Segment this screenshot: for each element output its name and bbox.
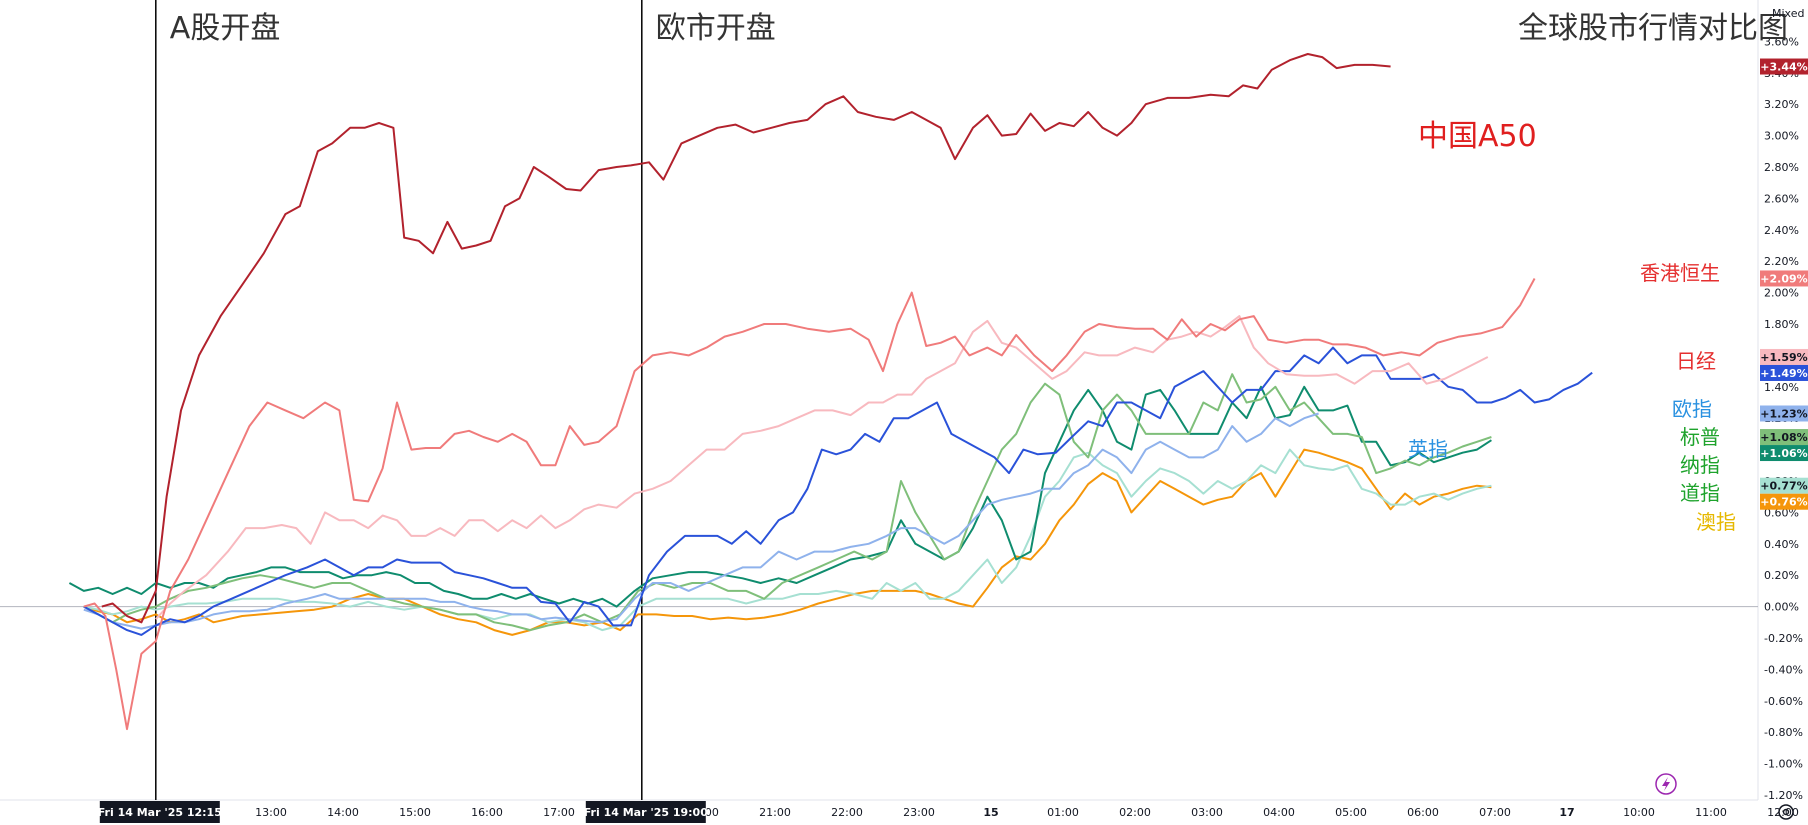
time-label-box	[99, 801, 220, 823]
y-tick-label: -1.00%	[1764, 758, 1803, 771]
y-tick-label: 0.00%	[1764, 601, 1799, 614]
y-tick-label: 0.20%	[1764, 569, 1799, 582]
x-tick-label: 04:00	[1263, 806, 1295, 819]
end-value-box	[1760, 429, 1808, 446]
x-tick-label: 07:00	[1479, 806, 1511, 819]
x-tick-label: 15:00	[399, 806, 431, 819]
time-label-text: Fri 14 Mar '25 12:15	[98, 806, 222, 819]
y-tick-label: -1.20%	[1764, 789, 1803, 802]
y-tick-label: -0.80%	[1764, 726, 1803, 739]
chart-title: 全球股市行情对比图	[1518, 11, 1788, 46]
end-value-label: +1.06%	[1760, 447, 1807, 460]
y-tick-label: -0.60%	[1764, 695, 1803, 708]
session-marker-label: A股开盘	[170, 11, 281, 46]
x-tick-label: 06:00	[1407, 806, 1439, 819]
y-tick-label: 3.20%	[1764, 98, 1799, 111]
x-tick-label: 16:00	[471, 806, 503, 819]
y-tick-label: -0.40%	[1764, 663, 1803, 676]
ftse-label: 英指	[1408, 437, 1448, 461]
series-line	[83, 448, 1492, 632]
y-tick-label: 1.40%	[1764, 381, 1799, 394]
y-tick-label: 2.80%	[1764, 161, 1799, 174]
x-tick-label: 21:00	[759, 806, 791, 819]
scale-mode-label[interactable]: Mixed	[1772, 7, 1804, 20]
series-line	[83, 448, 1492, 636]
nikkei-label: 日经	[1676, 349, 1716, 373]
x-tick-label: 05:00	[1335, 806, 1367, 819]
x-tick-label: 22:00	[831, 806, 863, 819]
x-tick-label: 10:00	[1623, 806, 1655, 819]
series-lines	[68, 53, 1593, 731]
end-value-box	[1760, 58, 1808, 75]
series-line	[83, 346, 1593, 636]
end-value-box	[1760, 445, 1808, 462]
end-value-label: +1.59%	[1760, 351, 1807, 364]
end-value-box	[1760, 364, 1808, 381]
settings-gear-icon[interactable]	[1778, 804, 1794, 820]
y-tick-label: 2.60%	[1764, 192, 1799, 205]
x-tick-label: 02:00	[1119, 806, 1151, 819]
x-tick-label: 14:00	[327, 806, 359, 819]
series-line	[83, 373, 1492, 632]
session-markers: A股开盘 Fri 14 Mar '25 12:15 欧市开盘 Fri 14 Mar '…	[98, 0, 776, 823]
nasdaq-label: 纳指	[1680, 453, 1720, 477]
end-value-label: +1.08%	[1760, 431, 1807, 444]
asx-label: 澳指	[1696, 510, 1736, 534]
x-tick-label: 11:00	[1695, 806, 1727, 819]
end-value-box	[1760, 270, 1808, 287]
time-label-box	[585, 801, 706, 823]
y-tick-label: 2.40%	[1764, 224, 1799, 237]
time-axis[interactable]: 13:0014:0015:0016:0017:0018:0020:0021:00…	[255, 806, 1808, 819]
series-line	[83, 278, 1536, 731]
y-tick-label: 3.00%	[1764, 130, 1799, 143]
session-marker-label: 欧市开盘	[656, 11, 776, 46]
x-tick-label: 17	[1559, 806, 1574, 819]
end-value-label: +0.77%	[1760, 480, 1807, 493]
x-tick-label: 17:00	[543, 806, 575, 819]
dow-label: 道指	[1680, 481, 1720, 505]
y-tick-label: 2.00%	[1764, 287, 1799, 300]
x-tick-label: 03:00	[1191, 806, 1223, 819]
x-tick-label: 13:00	[255, 806, 287, 819]
sp-label: 标普	[1680, 425, 1720, 449]
x-tick-label: 01:00	[1047, 806, 1079, 819]
y-tick-label: -0.20%	[1764, 632, 1803, 645]
y-tick-label: 2.20%	[1764, 255, 1799, 268]
x-tick-label: 23:00	[903, 806, 935, 819]
series-line	[101, 53, 1391, 624]
end-value-label: +1.23%	[1760, 407, 1807, 420]
end-value-label: +1.49%	[1760, 367, 1807, 380]
price-axis-labels: +3.44% +2.09% +1.59% +1.49% +1.23% +1.08% +1.0…	[1760, 58, 1808, 510]
a50-label: 中国A50	[1418, 119, 1537, 154]
hsi-label: 香港恒生	[1640, 261, 1720, 285]
time-label-text: Fri 14 Mar '25 19:00	[584, 806, 708, 819]
end-value-label: +2.09%	[1760, 272, 1807, 285]
end-value-label: +0.76%	[1760, 496, 1807, 509]
end-value-box	[1760, 493, 1808, 510]
euro-label: 欧指	[1672, 397, 1712, 421]
lightning-badge-icon[interactable]	[1655, 773, 1677, 795]
series-line	[155, 315, 1489, 620]
end-value-box	[1760, 405, 1808, 422]
y-tick-label: 3.60%	[1764, 35, 1799, 48]
end-value-box	[1760, 477, 1808, 494]
end-value-label: +3.44%	[1760, 61, 1807, 74]
end-value-box	[1760, 348, 1808, 365]
y-tick-label: 1.80%	[1764, 318, 1799, 331]
series-line	[83, 412, 1319, 630]
x-tick-label: 15	[983, 806, 998, 819]
y-tick-label: 0.40%	[1764, 538, 1799, 551]
